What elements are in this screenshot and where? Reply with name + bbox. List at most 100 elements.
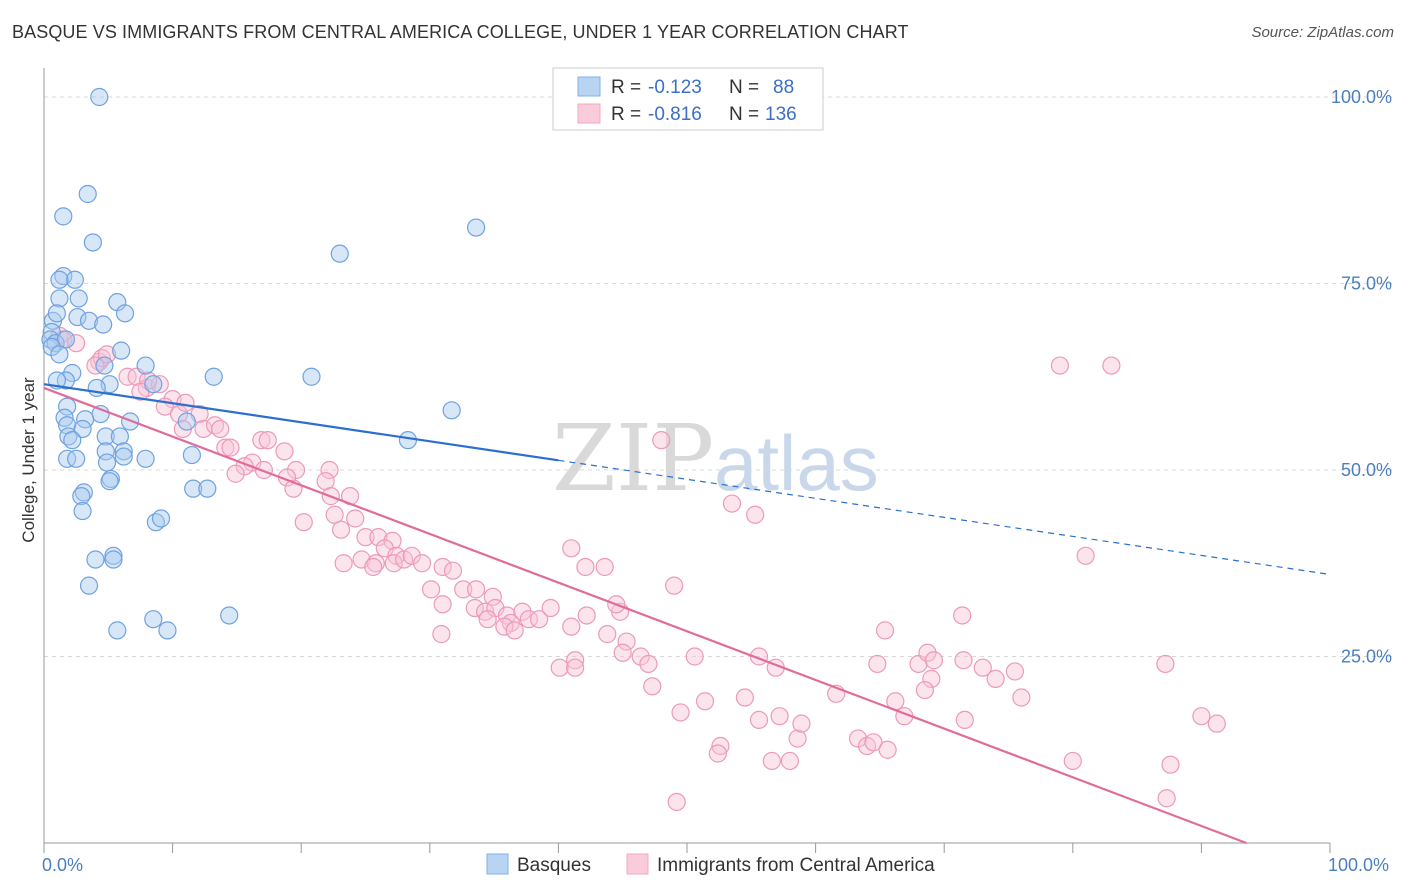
y-axis-title: College, Under 1 year (19, 377, 38, 543)
immigrant-point (421, 580, 441, 599)
immigrant-point (598, 625, 617, 644)
immigrant-point (346, 509, 365, 528)
basque-point (112, 341, 131, 360)
immigrant-point (412, 554, 432, 573)
legend-n-label-2: N = (729, 104, 759, 125)
immigrant-point (383, 531, 402, 550)
immigrant-point (1192, 707, 1211, 726)
immigrant-point (433, 557, 452, 577)
basque-point (50, 345, 69, 364)
immigrant-point (1050, 356, 1070, 375)
basque-point (83, 233, 102, 252)
immigrant-point (443, 561, 463, 580)
immigrant-point (519, 610, 538, 629)
basque-point (47, 304, 66, 323)
basque-point (72, 487, 91, 506)
y-tick-label: 100.0% (1331, 87, 1392, 107)
legend-r-label-2: R = (611, 104, 641, 125)
immigrant-point (955, 710, 974, 730)
immigrant-point (708, 744, 727, 763)
x-tick-label-min: 0.0% (42, 855, 83, 875)
immigrant-point (356, 528, 375, 547)
legend-swatch-basques (577, 76, 601, 97)
basque-point (95, 356, 114, 375)
basque-point (55, 408, 74, 427)
immigrant-point (595, 557, 614, 577)
immigrant-point (1157, 789, 1176, 808)
immigrant-point (252, 431, 271, 450)
y-tick-label: 50.0% (1341, 460, 1392, 480)
basque-point (115, 304, 135, 323)
basque-point (63, 431, 82, 450)
immigrant-point (505, 621, 524, 640)
immigrant-point (169, 404, 189, 424)
immigrant-point (762, 751, 781, 771)
basque-point (442, 401, 461, 420)
basque-point (114, 442, 133, 461)
basque-point (330, 244, 349, 263)
basque-point (466, 218, 486, 237)
basque-point (73, 501, 92, 521)
legend-n-value-2: 136 (765, 104, 797, 125)
basque-point (67, 449, 86, 468)
basques-trend-line (43, 383, 559, 462)
immigrant-point (1156, 654, 1175, 674)
immigrant-point (749, 710, 769, 730)
basques-trend-extension (558, 459, 1331, 576)
immigrant-point (918, 643, 937, 662)
immigrant-point (711, 736, 730, 756)
immigrant-point (320, 460, 339, 480)
basque-point (86, 550, 105, 569)
immigrant-point (973, 658, 992, 677)
basque-point (136, 356, 155, 375)
basque-point (177, 412, 196, 431)
watermark-zip: ZIP (552, 405, 714, 512)
immigrant-point (402, 546, 421, 565)
immigrant-point (433, 595, 452, 614)
immigrant-point (475, 602, 495, 621)
legend-r-value-2: -0.816 (648, 104, 702, 125)
immigrant-point (1076, 546, 1095, 565)
immigrant-point (643, 677, 662, 696)
basque-point (96, 427, 115, 446)
basque-point (90, 87, 109, 107)
immigrant-point (97, 345, 117, 364)
basque-point (78, 184, 97, 204)
basque-point (220, 606, 239, 625)
immigrant-point (454, 580, 473, 599)
immigrant-point (466, 580, 486, 599)
series-legend: Basques Immigrants from Central America (486, 853, 935, 876)
basque-point (65, 270, 84, 289)
basque-point (110, 427, 129, 446)
basque-point (42, 337, 61, 357)
immigrant-point (541, 598, 560, 618)
basque-point (69, 289, 88, 308)
immigrant-point (258, 431, 277, 450)
y-tick-label: 75.0% (1341, 274, 1392, 294)
basque-point (108, 621, 127, 640)
immigrant-point (294, 513, 313, 532)
basque-point (79, 311, 99, 330)
basque-point (50, 289, 69, 308)
y-axis-ticks: 25.0% 50.0% 75.0% 100.0% (1331, 87, 1392, 667)
immigrant-point (562, 617, 581, 636)
basque-point (58, 397, 77, 416)
immigrant-point (550, 658, 569, 677)
basque-point (104, 550, 123, 569)
immigrant-point (613, 643, 632, 662)
immigrant-point (495, 617, 514, 636)
immigrant-point (986, 669, 1005, 688)
immigrant-point (617, 632, 636, 651)
legend-r-label-1: R = (611, 77, 641, 98)
immigrant-point (577, 606, 596, 625)
basque-point (42, 322, 61, 342)
immigrant-point (1012, 688, 1031, 707)
basque-point (398, 431, 418, 450)
basque-point (302, 367, 321, 386)
x-axis-ticks (43, 843, 1331, 853)
immigrant-point (954, 651, 973, 670)
immigrant-point (665, 576, 684, 595)
basque-point (68, 307, 87, 327)
source-label: Source: ZipAtlas.com (1251, 24, 1394, 41)
basque-point (97, 453, 117, 472)
